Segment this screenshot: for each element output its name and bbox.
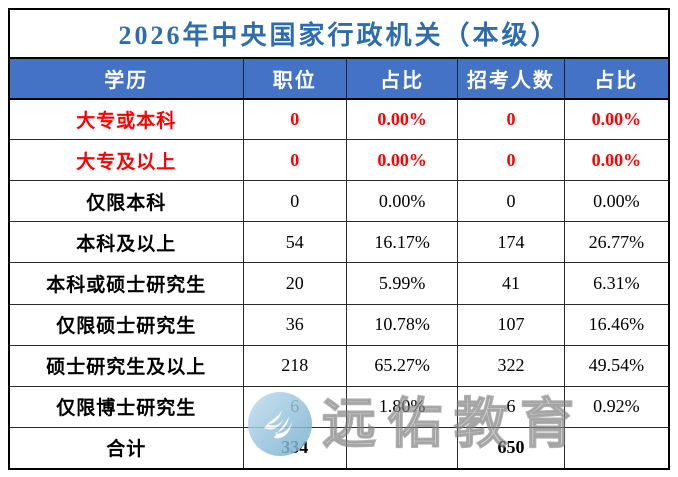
education-label-cell: 仅限博士研究生 (10, 385, 243, 427)
recruits-cell: 0 (457, 98, 564, 140)
recruits-pct-cell: 0.92% (563, 385, 668, 427)
column-header-recruits: 招考人数 (457, 57, 564, 98)
positions-cell: 6 (242, 385, 346, 427)
positions-pct-cell (345, 426, 458, 468)
positions-pct-cell: 10.78% (345, 303, 458, 345)
education-stats-table: 2026年中央国家行政机关（本级） 学历 职位 占比 招考人数 占比 大专或本科… (8, 8, 670, 470)
column-header-recruits-pct: 占比 (563, 57, 668, 98)
recruits-pct-cell: 0.00% (563, 180, 668, 222)
positions-cell: 0 (242, 98, 346, 140)
positions-pct-cell: 65.27% (345, 344, 458, 386)
recruits-cell: 0 (457, 180, 564, 222)
positions-cell: 334 (242, 426, 346, 468)
column-header-education: 学历 (10, 57, 243, 98)
education-label-cell: 大专或本科 (10, 98, 243, 139)
recruits-cell: 322 (457, 344, 564, 386)
column-header-positions-pct: 占比 (345, 57, 458, 98)
education-label-cell: 硕士研究生及以上 (10, 344, 243, 386)
positions-pct-cell: 0.00% (345, 98, 458, 140)
positions-pct-cell: 0.00% (345, 180, 458, 222)
education-label-cell: 仅限本科 (10, 180, 243, 221)
recruits-cell: 174 (457, 221, 564, 263)
positions-cell: 0 (242, 180, 346, 222)
column-header-positions: 职位 (242, 57, 346, 98)
recruits-pct-cell: 6.31% (563, 262, 668, 304)
education-label-cell: 本科及以上 (10, 221, 243, 262)
positions-cell: 0 (242, 139, 346, 181)
recruits-pct-cell (563, 426, 668, 468)
page-title: 2026年中央国家行政机关（本级） (10, 10, 668, 57)
recruits-pct-cell: 0.00% (563, 98, 668, 140)
recruits-cell: 0 (457, 139, 564, 181)
positions-cell: 36 (242, 303, 346, 345)
recruits-cell: 107 (457, 303, 564, 345)
recruits-pct-cell: 16.46% (563, 303, 668, 345)
positions-cell: 54 (242, 221, 346, 263)
positions-pct-cell: 5.99% (345, 262, 458, 304)
positions-pct-cell: 1.80% (345, 385, 458, 427)
recruits-pct-cell: 49.54% (563, 344, 668, 386)
education-label-cell: 合计 (10, 426, 243, 468)
education-label-cell: 大专及以上 (10, 139, 243, 180)
education-label-cell: 仅限硕士研究生 (10, 303, 243, 345)
recruits-pct-cell: 26.77% (563, 221, 668, 263)
recruits-cell: 41 (457, 262, 564, 304)
recruits-cell: 6 (457, 385, 564, 427)
recruits-pct-cell: 0.00% (563, 139, 668, 181)
education-label-cell: 本科或硕士研究生 (10, 262, 243, 303)
positions-cell: 218 (242, 344, 346, 386)
positions-pct-cell: 0.00% (345, 139, 458, 181)
positions-cell: 20 (242, 262, 346, 304)
positions-pct-cell: 16.17% (345, 221, 458, 263)
recruits-cell: 650 (457, 426, 564, 468)
